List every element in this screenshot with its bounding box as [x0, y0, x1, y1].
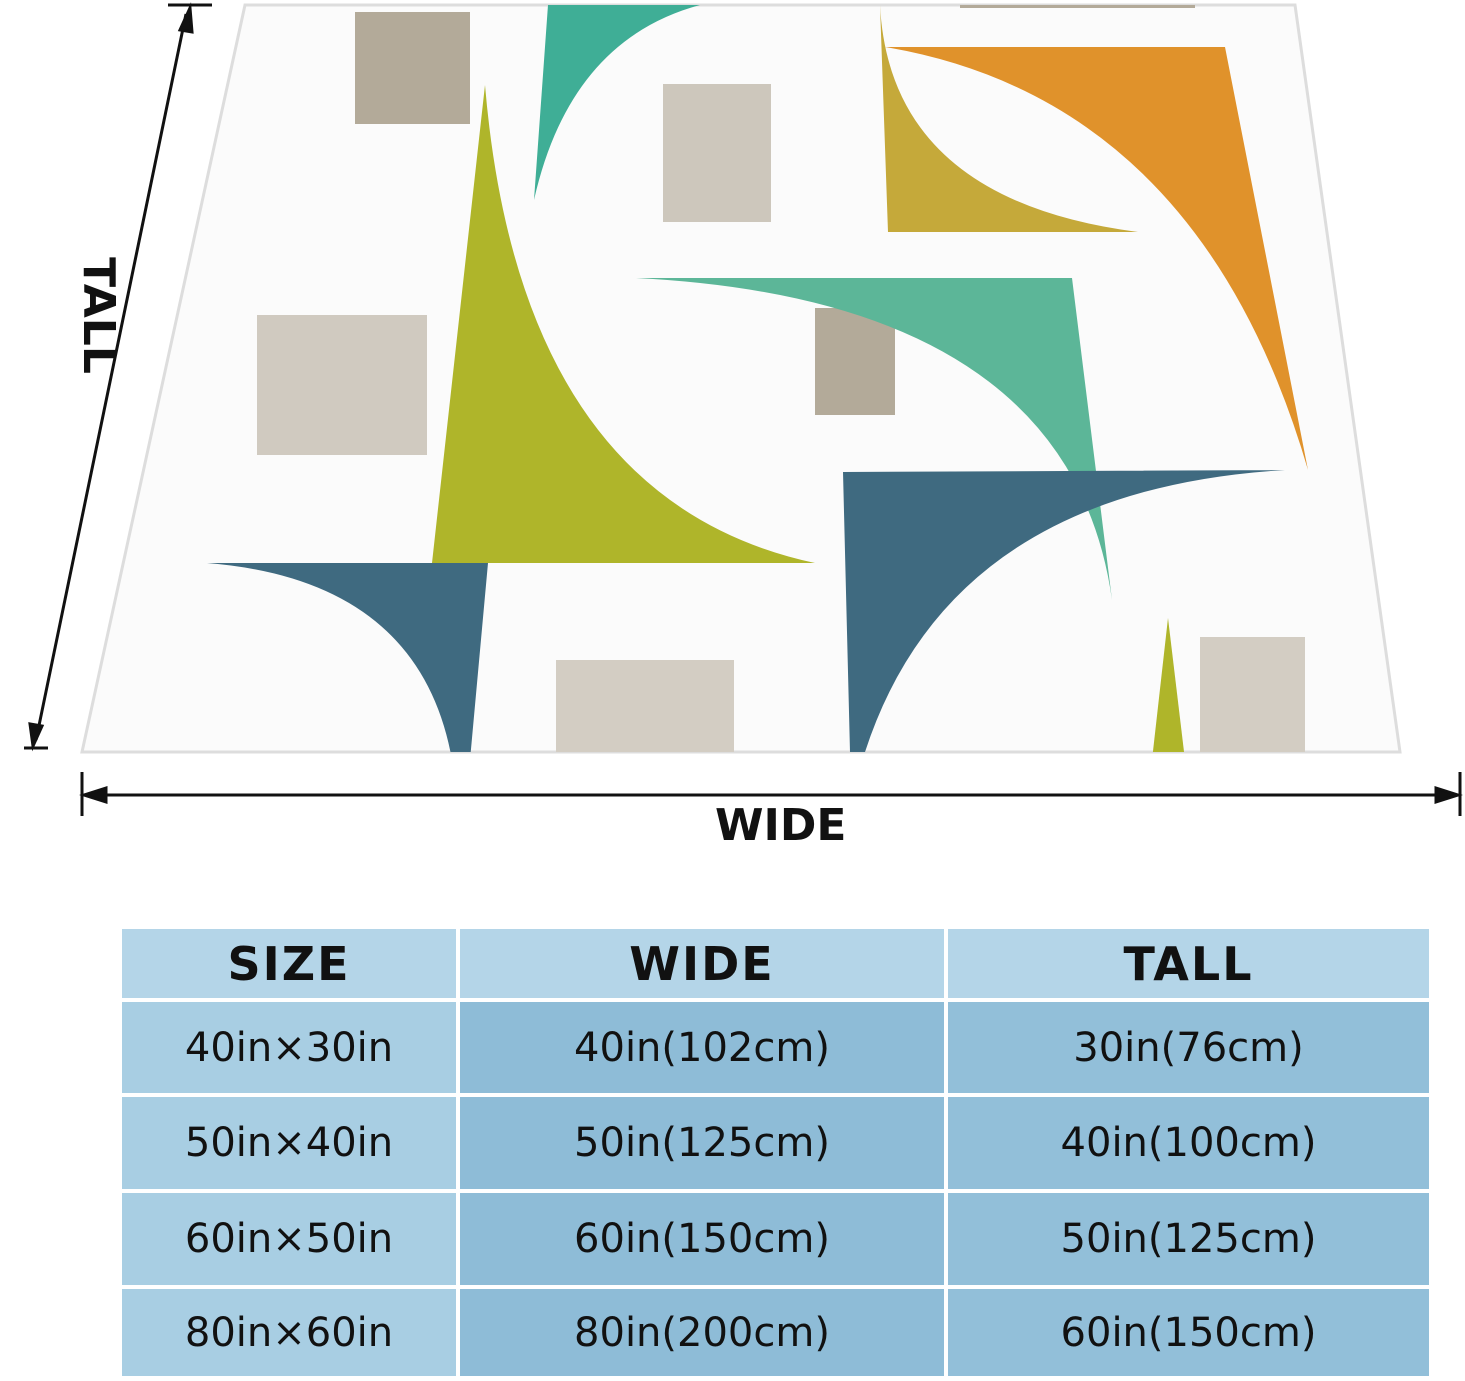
- table-cell: 80in(200cm): [460, 1289, 944, 1376]
- table-cell: 40in(102cm): [460, 1002, 944, 1093]
- tall-label: TALL: [72, 257, 124, 374]
- table-cell: 50in(125cm): [460, 1097, 944, 1189]
- size-table: SIZE WIDE TALL 40in×30in 40in(102cm) 30in(76c…: [122, 929, 1429, 1376]
- wide-arrow: [79, 772, 1463, 816]
- table-cell: 80in×60in: [122, 1289, 456, 1376]
- table-cell: 60in(150cm): [460, 1193, 944, 1285]
- table-cell: 50in×40in: [122, 1097, 456, 1189]
- table-cell: 40in×30in: [122, 1002, 456, 1093]
- header-cell: WIDE: [460, 929, 944, 998]
- table-cell: 60in(150cm): [948, 1289, 1429, 1376]
- header-cell: SIZE: [122, 929, 456, 998]
- blanket-illustration: [24, 2, 1463, 816]
- wide-label: WIDE: [715, 800, 847, 851]
- table-cell: 40in(100cm): [948, 1097, 1429, 1189]
- tall-arrow: [24, 2, 212, 752]
- table-cell: 30in(76cm): [948, 1002, 1429, 1093]
- header-cell: TALL: [948, 929, 1429, 998]
- table-cell: 60in×50in: [122, 1193, 456, 1285]
- table-cell: 50in(125cm): [948, 1193, 1429, 1285]
